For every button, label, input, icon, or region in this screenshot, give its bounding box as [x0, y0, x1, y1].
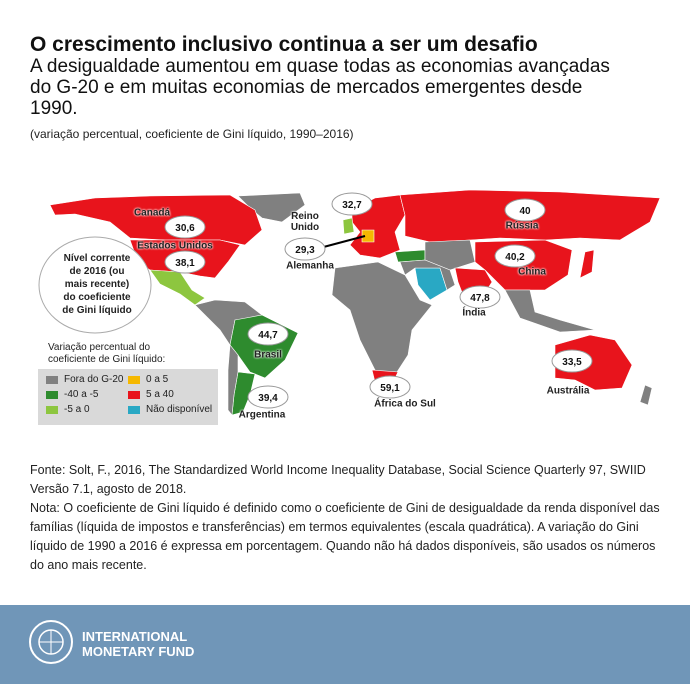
legend-swatch	[46, 406, 58, 414]
country-label: Canadá	[133, 207, 171, 219]
footnotes: Fonte: Solt, F., 2016, The Standardized …	[30, 461, 665, 575]
japan	[579, 249, 595, 279]
gini-value: 32,7	[342, 200, 362, 211]
legend-label: Fora do G-20	[64, 374, 124, 385]
callout-text: Nível corrente de 2016 (ou mais recente)…	[62, 253, 132, 316]
legend-label: 0 a 5	[146, 374, 169, 385]
gini-value: 33,5	[562, 357, 582, 368]
gini-value: 59,1	[380, 383, 400, 394]
value-oval	[494, 244, 536, 268]
callout-circle	[38, 236, 152, 334]
country-label: Alemanha	[286, 260, 334, 272]
value-oval	[551, 349, 593, 373]
gini-value: 29,3	[295, 245, 315, 256]
germany	[361, 229, 375, 243]
legend-swatch	[46, 376, 58, 384]
country-label: Índia	[462, 307, 486, 319]
value-oval	[164, 250, 206, 274]
gini-value: 40,2	[505, 252, 525, 263]
country-label: Brasil	[254, 349, 282, 361]
legend-label: -5 a 0	[64, 404, 90, 415]
gini-value: 44,7	[258, 330, 278, 341]
legend-label: -40 a -5	[64, 389, 99, 400]
country-label: China	[518, 266, 546, 278]
legend-swatch	[128, 376, 140, 384]
world-map: 30,6 38,1 32,7 29,3 40 40,2 47,8 44,7 39,4 59,1 33…	[38, 189, 661, 425]
legend-title: Variação percentual do coeficiente de Gi…	[48, 342, 166, 365]
gini-value: 38,1	[175, 258, 195, 269]
value-oval	[284, 237, 326, 261]
legend-swatch	[46, 391, 58, 399]
africa	[331, 261, 433, 376]
value-oval	[369, 375, 411, 399]
se-asia	[504, 289, 596, 333]
country-label: Argentina	[238, 409, 286, 421]
country-label: África do Sul	[374, 398, 436, 410]
country-label: Austrália	[546, 385, 590, 397]
value-oval	[247, 322, 289, 346]
footer-bar	[0, 605, 690, 684]
value-oval	[331, 192, 373, 216]
subtitle: A desigualdade aumentou em quase todas a…	[30, 56, 610, 119]
gini-value: 40	[519, 206, 531, 217]
value-oval	[459, 285, 501, 309]
country-label: Estados Unidos	[137, 240, 213, 252]
title: O crescimento inclusivo continua a ser u…	[30, 33, 538, 56]
imf-logo	[29, 620, 73, 664]
value-oval	[504, 198, 546, 222]
value-oval	[164, 215, 206, 239]
footnote: Nota: O coeficiente de Gini líquido é de…	[30, 501, 660, 572]
gini-value: 39,4	[258, 393, 278, 404]
new-zealand	[639, 384, 653, 406]
legend-label: Não disponível	[146, 404, 213, 415]
legend-label: 5 a 40	[146, 389, 174, 400]
gini-value: 30,6	[175, 223, 195, 234]
uk	[342, 217, 355, 235]
note: (variação percentual, coeficiente de Gin…	[30, 127, 354, 141]
value-oval	[247, 385, 289, 409]
country-label: Reino Unido	[290, 211, 320, 233]
source: Fonte: Solt, F., 2016, The Standardized …	[30, 463, 646, 496]
legend-swatch	[128, 391, 140, 399]
organization: INTERNATIONAL MONETARY FUND	[82, 629, 195, 659]
legend-swatch	[128, 406, 140, 414]
middle-east	[399, 259, 456, 291]
mexico	[149, 269, 206, 306]
central-asia	[424, 239, 476, 271]
country-label: Rússia	[505, 220, 539, 232]
canada	[49, 194, 263, 246]
australia	[554, 334, 633, 391]
chile	[227, 344, 239, 416]
gini-value: 47,8	[470, 293, 490, 304]
